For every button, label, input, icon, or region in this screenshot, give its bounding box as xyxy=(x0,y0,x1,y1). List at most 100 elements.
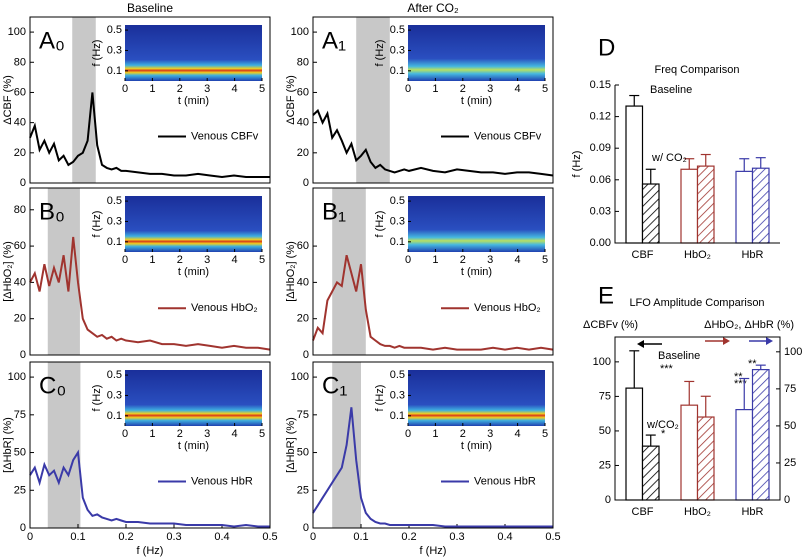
x-tick-label: 0.5 xyxy=(262,531,277,543)
legend-label: Venous HbO₂ xyxy=(474,302,541,314)
inset-y-tick-label: 0.1 xyxy=(390,410,405,422)
y-axis-label: [ΔHbR] (%) xyxy=(285,417,297,473)
x-tick-label: 0.4 xyxy=(497,531,512,543)
bar xyxy=(735,409,754,501)
y-tick-label: 25 xyxy=(599,459,611,471)
y-tick-label: 0 xyxy=(20,522,26,534)
inset-y-tick-label: 0.1 xyxy=(390,236,405,248)
panel-label: B₀ xyxy=(39,199,65,226)
x-tick-label: CBF xyxy=(632,506,654,518)
panel-label: E xyxy=(598,283,614,310)
inset-x-tick-label: 4 xyxy=(515,428,521,440)
y-tick-label: 75 xyxy=(297,409,309,421)
spectrogram xyxy=(408,370,545,426)
y-tick-label: 20 xyxy=(297,147,309,159)
y-tick-label: 50 xyxy=(599,425,611,437)
inset-x-tick-label: 0 xyxy=(405,83,411,95)
y-tick-label: 0.00 xyxy=(590,237,611,249)
inset-x-tick-label: 2 xyxy=(177,428,183,440)
y-tick-label: 0.03 xyxy=(590,205,611,217)
chart-title: Freq Comparison xyxy=(655,64,740,76)
bar xyxy=(641,183,660,244)
y-tick-label: 0.12 xyxy=(590,111,611,123)
inset-x-tick-label: 0 xyxy=(405,254,411,266)
y2-tick-label: 75 xyxy=(784,383,796,395)
inset-x-label: t (min) xyxy=(461,440,492,452)
y-tick-label: 25 xyxy=(14,484,26,496)
inset-y-tick-label: 0.5 xyxy=(390,195,405,207)
panel-label: C₀ xyxy=(39,373,66,400)
x-axis-label: f (Hz) xyxy=(137,545,164,557)
x-tick-label: 0.3 xyxy=(166,531,181,543)
inset-x-tick-label: 3 xyxy=(487,83,493,95)
y2-tick-label: 50 xyxy=(784,420,796,432)
column-title: Baseline xyxy=(127,1,173,15)
bar xyxy=(625,387,644,501)
inset-x-tick-label: 2 xyxy=(177,254,183,266)
x-tick-label: HbR xyxy=(741,249,763,261)
panel-label: C₁ xyxy=(322,373,347,400)
inset-y-tick-label: 0.1 xyxy=(107,236,122,248)
arrow-head xyxy=(637,340,644,348)
inset-y-tick-label: 0.1 xyxy=(107,65,122,77)
inset-y-label: f (Hz) xyxy=(91,385,103,412)
y-tick-label: 0 xyxy=(303,177,309,189)
arrow-head xyxy=(766,337,773,345)
plot-frame xyxy=(312,187,554,356)
y-tick-label: 0.09 xyxy=(590,142,611,154)
spectrogram xyxy=(125,196,262,252)
y-tick-label: 60 xyxy=(14,86,26,98)
series-line xyxy=(29,449,270,528)
inset-x-tick-label: 0 xyxy=(122,428,128,440)
shaded-region xyxy=(72,17,96,183)
legend-label: Venous HbO₂ xyxy=(191,302,258,314)
inset-x-label: t (min) xyxy=(461,266,492,278)
inset-y-label: f (Hz) xyxy=(374,385,386,412)
inset-y-tick-label: 0.5 xyxy=(107,369,122,381)
inset-x-tick-label: 5 xyxy=(542,83,548,95)
inset-y-label: f (Hz) xyxy=(374,40,386,67)
plot-frame xyxy=(29,361,271,529)
y-tick-label: 75 xyxy=(14,409,26,421)
y-tick-label: 0 xyxy=(303,522,309,534)
inset-x-tick-label: 4 xyxy=(232,428,238,440)
series-label: w/ CO₂ xyxy=(651,152,687,164)
y-axis-label: f (Hz) xyxy=(571,151,583,178)
y-tick-label: 100 xyxy=(593,356,611,368)
legend-label: Venous CBFv xyxy=(474,131,542,143)
panel-label: A₁ xyxy=(322,28,346,55)
x-tick-label: 0 xyxy=(310,531,316,543)
y-tick-label: 60 xyxy=(14,240,26,252)
y-tick-label: 0 xyxy=(20,177,26,189)
bar xyxy=(696,165,715,244)
inset-y-label: f (Hz) xyxy=(91,40,103,67)
inset-y-tick-label: 0.3 xyxy=(107,44,122,56)
y-tick-label: 60 xyxy=(297,86,309,98)
legend-label: Venous HbR xyxy=(191,476,253,488)
y-tick-label: 75 xyxy=(599,390,611,402)
significance: ** xyxy=(748,358,757,370)
inset-y-label: f (Hz) xyxy=(91,211,103,238)
inset-x-tick-label: 1 xyxy=(432,83,438,95)
inset-x-tick-label: 5 xyxy=(259,428,265,440)
bar xyxy=(751,167,770,244)
inset-x-tick-label: 1 xyxy=(432,428,438,440)
inset-x-tick-label: 0 xyxy=(122,254,128,266)
inset-x-tick-label: 4 xyxy=(515,254,521,266)
inset-x-tick-label: 2 xyxy=(460,428,466,440)
y-tick-label: 0.06 xyxy=(590,174,611,186)
y-tick-label: 100 xyxy=(8,371,26,383)
inset-x-tick-label: 3 xyxy=(204,428,210,440)
significance: * xyxy=(661,428,666,440)
inset-x-tick-label: 2 xyxy=(177,83,183,95)
inset-y-tick-label: 0.3 xyxy=(390,215,405,227)
x-tick-label: 0.3 xyxy=(449,531,464,543)
x-tick-label: HbO₂ xyxy=(684,506,711,518)
y-tick-label: 50 xyxy=(14,447,26,459)
inset-y-tick-label: 0.3 xyxy=(390,44,405,56)
inset-x-tick-label: 3 xyxy=(487,428,493,440)
y-axis-label: ΔCBF (%) xyxy=(2,75,14,125)
plot-frame xyxy=(29,16,271,184)
y-tick-label: 0 xyxy=(20,349,26,361)
